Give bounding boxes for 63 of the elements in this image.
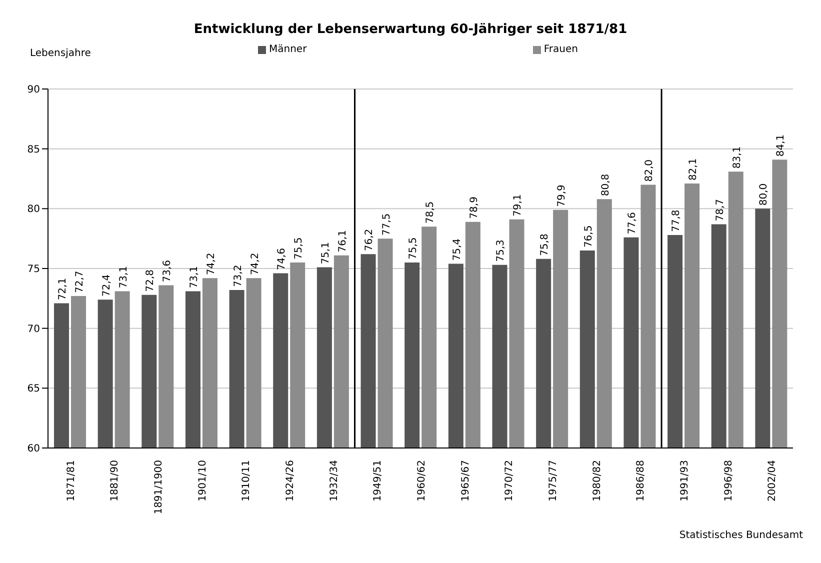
data-label: 76,1	[337, 230, 348, 252]
text: Statistisches Bundesamt	[679, 530, 803, 541]
data-label: 75,5	[294, 237, 305, 260]
x-tick-label: 1970/72	[504, 460, 516, 502]
x-tick-label: 1980/82	[592, 460, 603, 502]
data-label: 72,1	[58, 278, 68, 300]
y-tick-label: 80	[27, 204, 40, 216]
data-label: 77,6	[627, 212, 638, 234]
data-label: 76,2	[364, 228, 376, 252]
x-tick-label: 1949/51	[372, 460, 384, 502]
x-tick-label: 1975/77	[548, 460, 559, 502]
x-tick-label: 1965/67	[460, 460, 472, 502]
data-label: 82,0	[644, 159, 656, 182]
x-tick-label: 1932/34	[328, 460, 340, 502]
data-label: 80,0	[758, 183, 770, 206]
x-tick-label: 1901/10	[197, 460, 208, 502]
data-label: 73,1	[118, 266, 130, 288]
data-label: 78,5	[425, 201, 436, 224]
data-label: 73,6	[162, 260, 174, 282]
x-tick-label: 2002/04	[767, 460, 778, 502]
data-label: 74,6	[276, 248, 288, 270]
data-label: 75,8	[540, 234, 551, 256]
y-tick-label: 90	[27, 84, 40, 96]
data-label: 72,7	[74, 270, 86, 294]
data-label: 75,1	[320, 242, 332, 264]
data-label: 78,9	[468, 196, 480, 219]
data-label: 82,1	[688, 158, 700, 181]
data-label: 79,9	[556, 184, 568, 207]
y-tick-label: 65	[27, 384, 40, 395]
y-tick-label: 75	[27, 264, 40, 276]
data-label: 75,4	[452, 238, 463, 261]
data-label: 84,1	[776, 134, 787, 157]
x-tick-label: 1991/93	[679, 460, 690, 502]
x-tick-label: 1910/11	[241, 460, 252, 502]
legend-label: Frauen	[542, 44, 578, 55]
x-tick-label: 1986/88	[636, 460, 647, 502]
data-label: 77,5	[381, 213, 392, 236]
x-tick-label: 1881/90	[110, 460, 121, 502]
data-label: 75,5	[408, 237, 420, 260]
data-label: 73,1	[188, 266, 200, 288]
data-label: 77,8	[671, 210, 682, 232]
data-label: 73,2	[232, 264, 244, 288]
data-label: 72,8	[145, 270, 156, 292]
y-tick-label: 70	[27, 324, 40, 335]
x-tick-label: 1891/1900	[154, 460, 165, 514]
data-label: 80,8	[600, 174, 612, 196]
data-label: 78,7	[714, 198, 726, 222]
x-tick-label: 1960/62	[416, 460, 428, 502]
data-label: 74,2	[206, 252, 217, 276]
x-tick-label: 1996/98	[723, 460, 734, 502]
data-label: 75,3	[496, 240, 507, 262]
y-tick-label: 60	[27, 444, 40, 455]
data-label: 74,2	[250, 252, 261, 276]
legend-label: Männer	[268, 44, 307, 55]
x-tick-label: 1871/81	[66, 460, 77, 502]
x-tick-label: 1924/26	[285, 460, 296, 502]
data-label: 79,1	[512, 194, 524, 216]
data-label: 83,1	[732, 146, 743, 169]
chart-title: Entwicklung der Lebenserwartung 60-Jähriger seit 1871/81	[192, 22, 628, 37]
y-axis-title: Lebensjahre	[30, 48, 91, 59]
data-label: 76,5	[583, 225, 594, 248]
data-label: 72,4	[101, 274, 112, 297]
y-tick-label: 85	[27, 144, 40, 156]
